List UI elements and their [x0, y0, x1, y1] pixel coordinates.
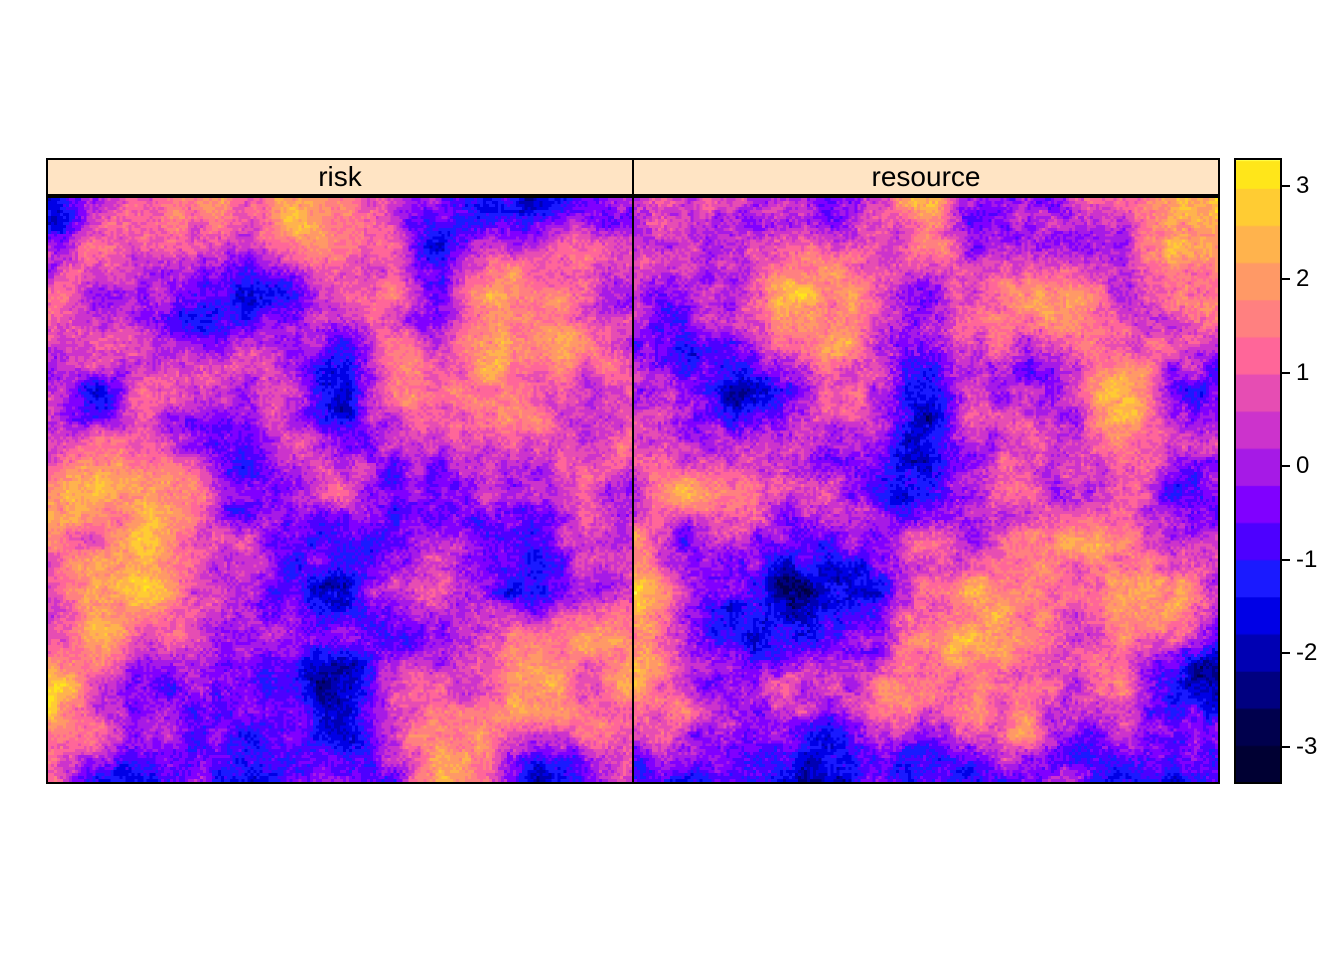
raster-canvas-resource [634, 198, 1218, 782]
colorkey-tick [1282, 652, 1290, 655]
colorkey-tick-label: 2 [1296, 265, 1310, 293]
strip-risk: risk [46, 158, 634, 196]
colorkey-tick-label: -1 [1296, 545, 1318, 573]
colorkey-tick [1282, 558, 1290, 561]
colorkey [1234, 158, 1282, 784]
colorkey-tick [1282, 371, 1290, 374]
strip-label-resource: resource [871, 161, 981, 192]
colorkey-tick-label: 0 [1296, 452, 1310, 480]
colorkey-tick [1282, 465, 1290, 468]
colorkey-canvas [1236, 160, 1280, 782]
colorkey-tick-label: 3 [1296, 172, 1310, 200]
strip-resource: resource [632, 158, 1220, 196]
raster-risk [46, 196, 634, 784]
colorkey-tick [1282, 278, 1290, 281]
colorkey-tick-label: -3 [1296, 732, 1318, 760]
colorkey-tick [1282, 185, 1290, 188]
colorkey-tick-label: -2 [1296, 639, 1318, 667]
raster-canvas-risk [48, 198, 632, 782]
strip-label-risk: risk [318, 161, 362, 192]
colorkey-tick-label: 1 [1296, 358, 1310, 386]
colorkey-tick [1282, 745, 1290, 748]
raster-resource [632, 196, 1220, 784]
